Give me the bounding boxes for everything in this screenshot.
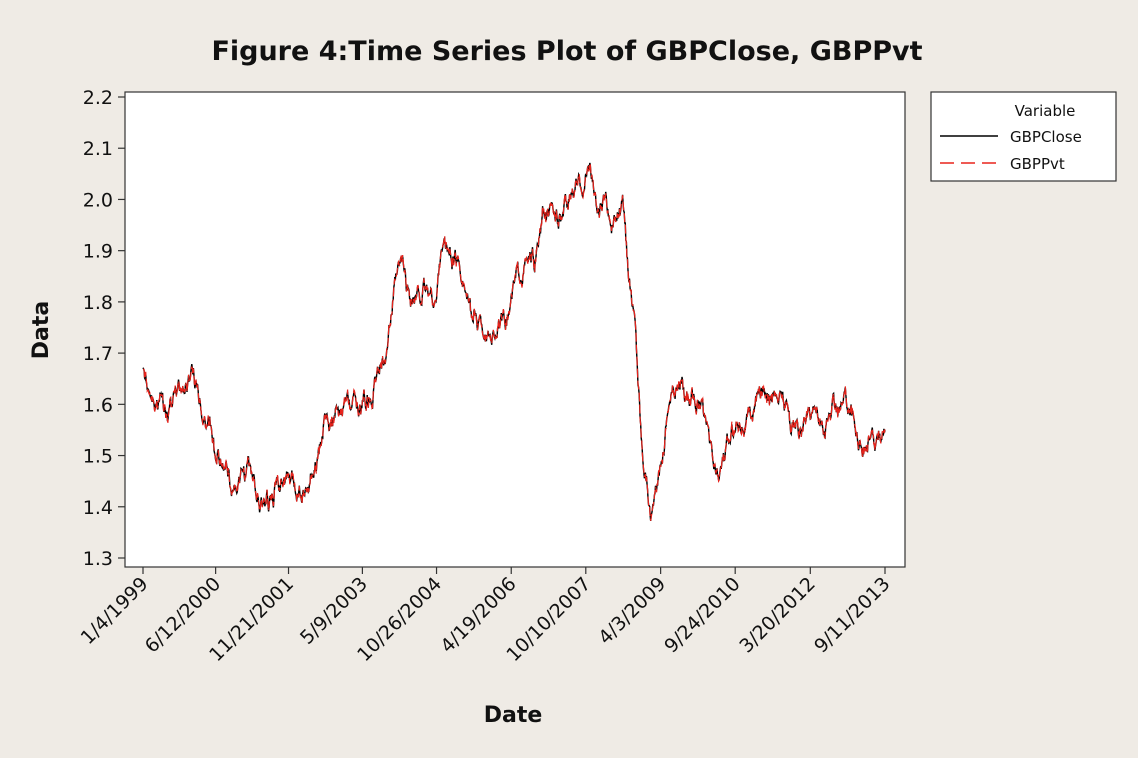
x-tick-label-9: 3/20/2012: [735, 573, 819, 657]
y-tick-label-4: 1.7: [83, 343, 113, 365]
legend-title: Variable: [1015, 102, 1076, 120]
y-tick-label-2: 1.5: [83, 446, 113, 468]
y-tick-label-1: 1.4: [83, 497, 113, 519]
y-tick-label-5: 1.8: [83, 292, 113, 314]
plot-area: [124, 91, 906, 568]
y-axis-title: Data: [29, 301, 54, 359]
y-axis: 1.3 1.4 1.5 1.6 1.7 1.8 1.9 2.0 2.1 2.2: [83, 87, 125, 570]
x-tick-label-3: 5/9/2003: [296, 573, 372, 649]
chart-title: Figure 4:Time Series Plot of GBPClose, G…: [211, 36, 922, 67]
x-tick-label-7: 4/3/2009: [594, 573, 670, 649]
series-layer: [142, 162, 886, 521]
y-tick-label-8: 2.1: [83, 138, 113, 160]
x-tick-label-10: 9/11/2013: [810, 573, 894, 657]
x-tick-label-0: 1/4/1999: [77, 573, 153, 649]
y-tick-label-3: 1.6: [83, 394, 113, 416]
legend: Variable GBPClose GBPPvt: [930, 91, 1117, 182]
x-tick-label-8: 9/24/2010: [660, 573, 744, 657]
x-axis-title: Date: [484, 703, 543, 728]
y-tick-label-6: 1.9: [83, 241, 113, 263]
y-tick-label-7: 2.0: [83, 189, 113, 211]
y-tick-label-9: 2.2: [83, 87, 113, 109]
legend-label-gbppvt: GBPPvt: [1010, 155, 1065, 173]
legend-label-gbpclose: GBPClose: [1010, 128, 1082, 146]
series-line-gbppvt: [143, 162, 886, 521]
x-axis: 1/4/19996/12/200011/21/20015/9/200310/26…: [77, 567, 895, 666]
y-tick-label-0: 1.3: [83, 548, 113, 570]
